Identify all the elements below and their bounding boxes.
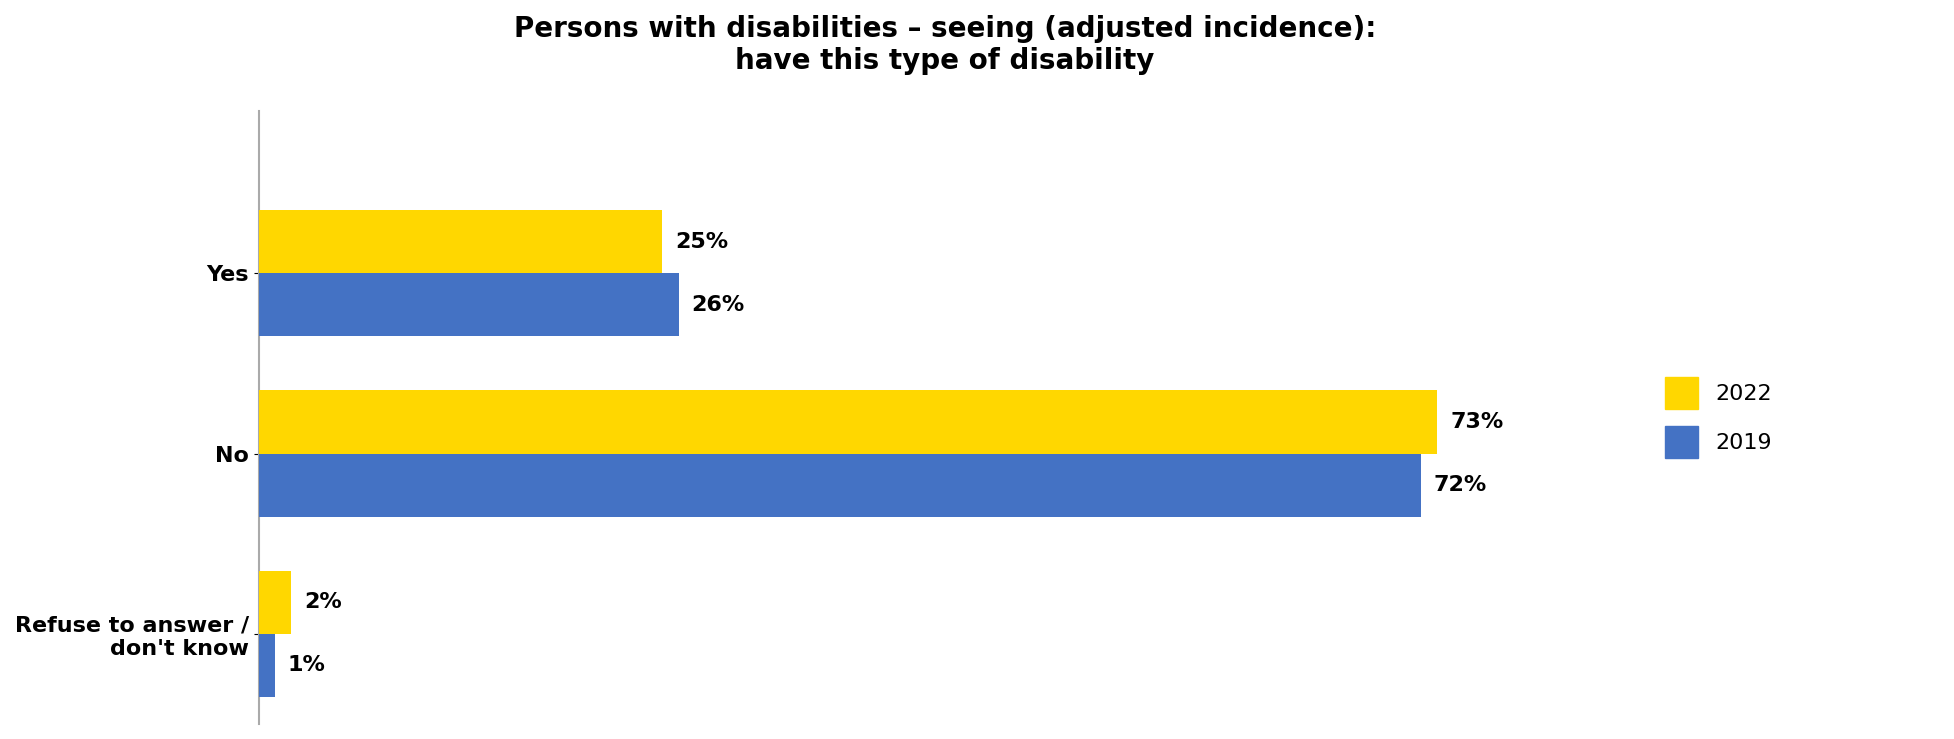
Text: 25%: 25% (676, 232, 729, 252)
Text: 73%: 73% (1450, 412, 1503, 432)
Bar (258, 454, 1421, 517)
Bar (258, 390, 1438, 454)
Text: 1%: 1% (287, 655, 326, 675)
Title: Persons with disabilities – seeing (adjusted incidence):
have this type of disab: Persons with disabilities – seeing (adju… (514, 15, 1376, 75)
Bar (258, 571, 291, 634)
Bar (258, 634, 276, 697)
Bar (258, 210, 662, 273)
Text: 26%: 26% (692, 295, 744, 315)
Bar (258, 273, 678, 336)
Text: 72%: 72% (1434, 475, 1487, 495)
Text: 2%: 2% (305, 593, 342, 613)
Legend: 2022, 2019: 2022, 2019 (1655, 368, 1782, 467)
